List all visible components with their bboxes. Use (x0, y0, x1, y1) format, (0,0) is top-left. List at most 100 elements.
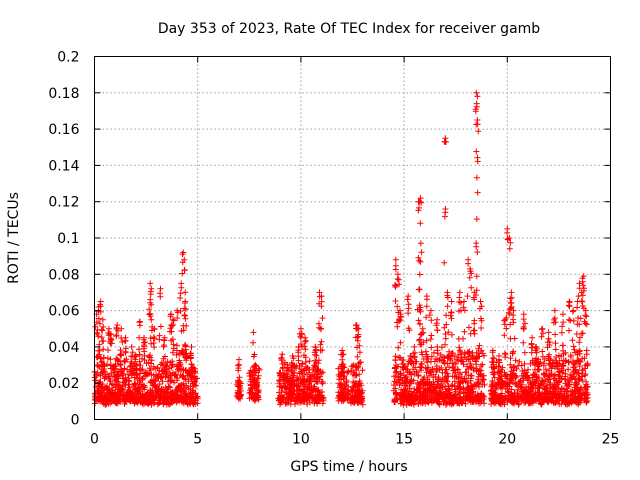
data-point (569, 337, 576, 344)
y-tick-label: 0.04 (48, 340, 79, 356)
data-point (559, 397, 566, 404)
data-point (250, 339, 256, 346)
data-point (392, 369, 399, 376)
data-point (427, 307, 434, 314)
data-point (563, 395, 570, 402)
data-point (356, 349, 363, 356)
data-point (443, 377, 450, 384)
data-point (154, 365, 161, 372)
data-point (473, 287, 480, 294)
data-point (576, 363, 583, 370)
data-point (183, 357, 190, 364)
data-point (491, 400, 498, 407)
data-point (542, 394, 548, 401)
data-point (340, 395, 346, 402)
data-point (422, 348, 429, 355)
data-point (470, 389, 477, 396)
data-point (152, 377, 159, 384)
data-point (99, 327, 106, 334)
data-point (505, 389, 512, 396)
data-point (189, 400, 196, 407)
data-point (313, 346, 320, 353)
data-point (551, 384, 557, 390)
data-point (94, 362, 101, 368)
data-point (98, 359, 105, 366)
data-point (465, 356, 472, 363)
data-point (577, 315, 584, 322)
data-point (349, 384, 356, 391)
data-point (440, 398, 447, 405)
data-point (189, 387, 196, 394)
data-point (581, 365, 588, 372)
data-point (416, 320, 423, 327)
data-point (423, 369, 430, 376)
data-point (549, 397, 556, 404)
data-point (392, 397, 398, 404)
y-tick-label: 0.18 (48, 86, 79, 102)
data-point (411, 343, 418, 350)
data-point (459, 379, 466, 385)
data-point (423, 314, 430, 321)
data-point (163, 363, 170, 370)
data-point (539, 348, 546, 355)
data-point (183, 322, 190, 329)
data-point (509, 371, 516, 378)
data-point (177, 308, 184, 314)
data-point (398, 400, 405, 407)
data-point (359, 395, 366, 402)
data-point (284, 399, 291, 406)
data-point (107, 389, 114, 396)
data-point (418, 199, 425, 206)
data-point (554, 381, 561, 388)
data-point (135, 384, 142, 391)
data-point (394, 275, 401, 282)
data-point (410, 398, 417, 404)
data-point (395, 276, 402, 283)
x-tick-label: 20 (498, 432, 516, 448)
data-point (169, 336, 176, 343)
data-point (501, 332, 508, 339)
data-point (496, 368, 503, 375)
data-point (506, 245, 513, 252)
data-point (236, 356, 242, 363)
data-point (422, 395, 429, 402)
data-point (132, 353, 139, 360)
data-point (417, 220, 424, 227)
data-point (99, 338, 106, 345)
data-point (560, 311, 566, 318)
data-point (548, 363, 554, 370)
data-point (319, 369, 326, 376)
data-point (352, 372, 359, 379)
data-point (96, 320, 103, 327)
data-point (146, 306, 153, 313)
data-point (438, 344, 445, 351)
data-point (247, 376, 254, 383)
data-point (340, 389, 347, 396)
data-point (119, 339, 126, 345)
data-point (404, 296, 411, 303)
data-point (113, 377, 120, 384)
data-point (348, 363, 355, 370)
data-point (473, 361, 480, 368)
data-point (299, 361, 306, 368)
data-point (501, 380, 507, 387)
data-point (186, 396, 193, 403)
data-point (462, 395, 469, 402)
data-point (341, 373, 348, 380)
data-point (473, 174, 480, 181)
data-point (582, 320, 589, 327)
data-point (565, 381, 572, 388)
data-point (439, 390, 445, 397)
data-point (92, 377, 99, 384)
data-point (551, 316, 557, 323)
data-point (306, 374, 313, 380)
data-point (301, 367, 308, 374)
data-point (508, 289, 515, 296)
data-point (100, 369, 107, 375)
data-point (355, 360, 362, 367)
data-point (188, 365, 195, 371)
data-point (416, 204, 422, 211)
data-point (506, 235, 513, 241)
data-point (146, 365, 153, 372)
data-point (138, 395, 145, 402)
